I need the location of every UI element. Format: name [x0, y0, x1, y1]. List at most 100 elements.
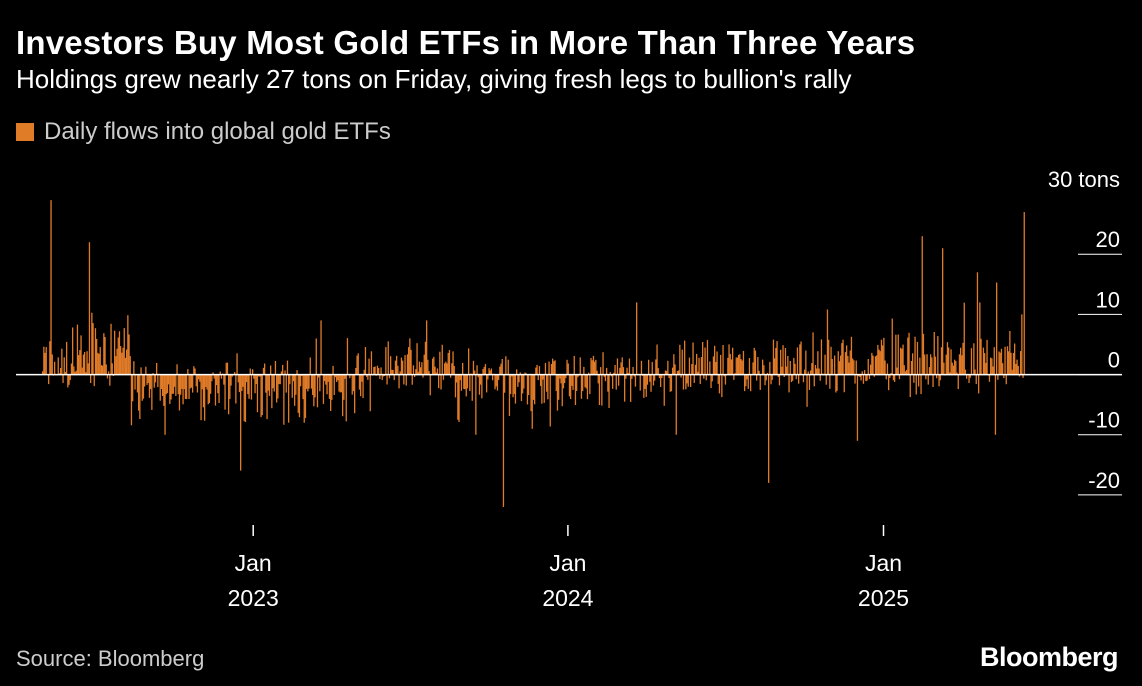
flow-bar	[700, 357, 703, 375]
flow-bar	[655, 359, 657, 375]
flow-bar	[855, 360, 857, 375]
legend: Daily flows into global gold ETFs	[16, 118, 391, 146]
flow-bar	[741, 360, 743, 375]
flow-bar	[324, 374, 326, 382]
flow-bar	[43, 346, 45, 375]
flow-bar	[745, 374, 747, 387]
flow-bar	[838, 361, 841, 375]
flow-bar	[138, 374, 140, 411]
flow-bar	[318, 374, 320, 378]
flow-bar	[775, 347, 777, 375]
flow-bar	[759, 374, 761, 390]
flow-bar	[844, 352, 847, 375]
flow-bar	[398, 374, 400, 389]
flow-bar	[262, 367, 265, 375]
flow-bar	[343, 374, 345, 400]
flow-bar	[892, 374, 895, 381]
flow-bar	[128, 334, 130, 375]
flow-bar	[564, 374, 566, 384]
flow-bar	[177, 374, 179, 395]
flow-bar	[686, 374, 688, 384]
flow-bar	[57, 357, 59, 375]
flow-bar	[127, 315, 129, 375]
flow-bar	[282, 364, 284, 375]
flow-bar	[49, 341, 51, 375]
flow-bar	[613, 372, 615, 375]
flow-bar	[787, 356, 789, 375]
flow-bar	[480, 374, 482, 385]
flow-bar	[476, 365, 478, 375]
flow-bar	[620, 362, 622, 375]
flow-bar	[666, 370, 668, 375]
flow-bar	[349, 374, 351, 379]
flow-bar	[742, 350, 745, 375]
flow-bar	[810, 370, 812, 375]
flow-bar	[610, 374, 613, 377]
flow-bar	[664, 370, 667, 375]
flow-bar	[584, 374, 586, 388]
flow-bar	[494, 374, 496, 390]
brand-logo: Bloomberg	[979, 642, 1119, 672]
flow-bar	[723, 374, 725, 377]
flow-bar	[817, 351, 819, 375]
flow-bar	[408, 347, 410, 375]
flow-bar	[186, 374, 188, 400]
flow-bar	[208, 374, 211, 403]
flow-bar	[598, 374, 601, 405]
flow-bar	[793, 357, 795, 375]
flow-bar	[872, 355, 874, 375]
flow-bar	[210, 374, 212, 394]
flow-bar	[854, 374, 856, 384]
flow-bar	[756, 374, 758, 381]
flow-bar	[146, 374, 148, 385]
flow-bar	[561, 374, 563, 407]
flow-bar	[181, 374, 183, 389]
flow-bar	[874, 356, 877, 375]
flow-bar	[468, 348, 470, 375]
flow-bar	[433, 356, 435, 375]
flow-bar	[1021, 314, 1023, 375]
flow-bar	[187, 369, 189, 375]
flow-bar	[406, 354, 409, 375]
flow-bar	[758, 370, 760, 375]
flow-bar	[937, 336, 939, 375]
flow-bar	[289, 374, 291, 385]
flow-bar	[897, 334, 899, 375]
flow-bar	[556, 374, 559, 411]
flow-bar	[934, 356, 937, 375]
flow-bar	[910, 361, 913, 375]
flow-bar	[271, 374, 273, 409]
source-note: Source: Bloomberg	[16, 646, 205, 671]
flow-bar	[360, 374, 362, 397]
flow-bar	[841, 343, 843, 375]
flow-bar	[507, 359, 509, 375]
flow-bar	[67, 374, 69, 388]
flow-bar	[608, 374, 610, 408]
flow-bar	[144, 374, 146, 387]
flow-bar	[604, 374, 607, 382]
flow-bar	[427, 359, 429, 375]
flow-bar	[236, 353, 238, 375]
flow-bar	[403, 374, 405, 385]
flow-bar	[340, 374, 343, 393]
flow-bar	[968, 374, 970, 383]
flow-bar	[860, 374, 862, 381]
flow-bar	[830, 346, 832, 375]
flow-bar	[134, 374, 136, 390]
flow-bar	[117, 337, 119, 375]
flow-bar	[919, 357, 921, 375]
flow-bar	[249, 368, 251, 375]
flow-bar	[607, 374, 609, 392]
flow-bar	[865, 374, 867, 382]
flow-bar	[142, 374, 145, 399]
flow-bar	[440, 374, 442, 390]
flow-bar	[597, 374, 599, 384]
flow-bar	[847, 356, 849, 375]
flow-bar	[520, 374, 523, 402]
flow-bar	[970, 348, 973, 375]
flow-bar	[646, 374, 649, 385]
flow-bar	[1005, 374, 1007, 385]
flow-bar	[140, 367, 142, 375]
flow-bar	[252, 369, 254, 375]
flow-bar	[576, 374, 578, 391]
